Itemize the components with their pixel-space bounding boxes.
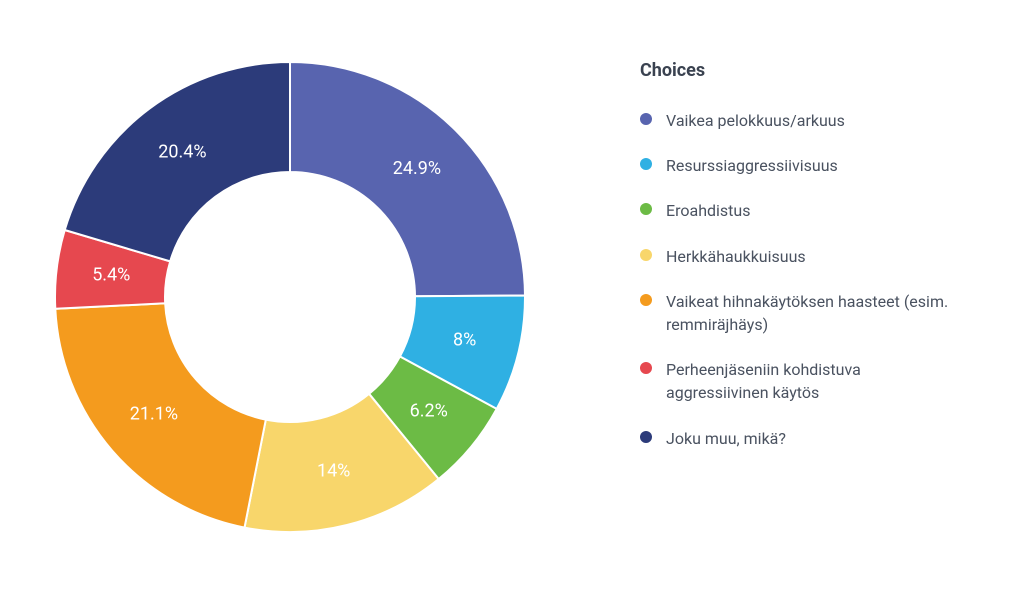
legend-swatch [640,362,652,374]
slice-label: 14% [317,460,350,481]
legend-item: Eroahdistus [640,199,984,222]
legend-swatch [640,158,652,170]
legend-item: Vaikea pelokkuus/arkuus [640,109,984,132]
legend-label: Eroahdistus [666,199,750,222]
slice-label: 5.4% [92,264,130,285]
donut-chart: 24.9% 8% 6.2% 14% 21.1% 5.4% 20.4% [30,37,550,557]
legend-label: Vaikeat hihnakäytöksen haasteet (esim. r… [666,290,966,336]
legend-swatch [640,294,652,306]
legend-swatch [640,113,652,125]
legend-label: Joku muu, mikä? [666,427,786,450]
legend-label: Resurssiaggressiivisuus [666,154,838,177]
slice-label: 6.2% [410,400,448,421]
slice-label: 21.1% [130,403,178,424]
slice-label: 8% [453,329,476,350]
legend-item: Resurssiaggressiivisuus [640,154,984,177]
donut-chart-area: 24.9% 8% 6.2% 14% 21.1% 5.4% 20.4% [0,0,580,593]
legend-swatch [640,249,652,261]
legend-swatch [640,203,652,215]
legend-item: Perheenjäseniin kohdistuva aggressiivine… [640,358,984,404]
chart-container: 24.9% 8% 6.2% 14% 21.1% 5.4% 20.4% Choices Vai… [0,0,1024,593]
legend-swatch [640,431,652,443]
legend-items: Vaikea pelokkuus/arkuus Resurssiaggressii… [640,109,984,450]
legend-label: Vaikea pelokkuus/arkuus [666,109,845,132]
donut-slice [290,62,525,296]
legend-area: Choices Vaikea pelokkuus/arkuus Resurssia… [580,0,1024,593]
legend-item: Vaikeat hihnakäytöksen haasteet (esim. r… [640,290,984,336]
legend-label: Perheenjäseniin kohdistuva aggressiivine… [666,358,966,404]
legend-item: Herkkähaukkuisuus [640,245,984,268]
slice-label: 24.9% [393,158,441,179]
legend-label: Herkkähaukkuisuus [666,245,806,268]
legend-title: Choices [640,60,984,81]
legend-item: Joku muu, mikä? [640,427,984,450]
slice-label: 20.4% [158,141,206,162]
